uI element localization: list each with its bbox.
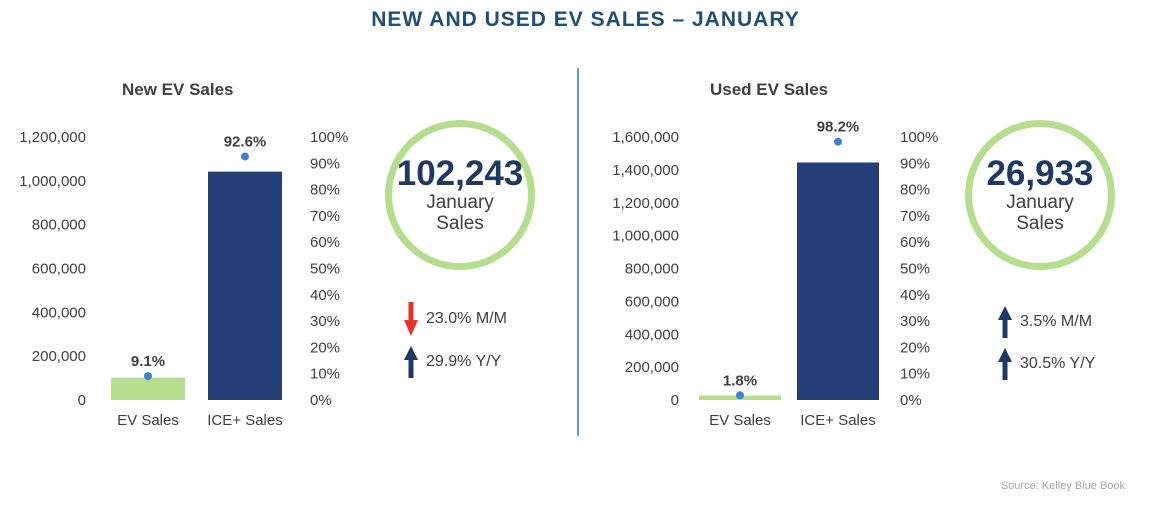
used-ev-yy-stat: 30.5% Y/Y	[998, 348, 1095, 380]
new-secondary-tick-label: 20%	[310, 339, 340, 356]
new-ev-yy-text: 29.9% Y/Y	[426, 353, 502, 370]
new-secondary-tick-label: 60%	[310, 234, 340, 251]
up-arrow-icon	[404, 346, 418, 378]
used-share-point	[834, 137, 842, 146]
used-y-tick-label: 0	[671, 392, 679, 409]
used-category-label: EV Sales	[709, 412, 771, 429]
new-ev-kpi-label-sales: Sales	[436, 213, 484, 234]
used-y-tick-label: 1,000,000	[612, 228, 679, 245]
used-bar-ice	[797, 162, 879, 400]
new-bar-ev	[111, 377, 185, 400]
panel-divider	[577, 68, 579, 436]
new-y-tick-label: 0	[78, 392, 86, 409]
down-arrow-icon	[404, 302, 418, 336]
used-y-tick-label: 1,200,000	[612, 195, 679, 212]
used-secondary-tick-label: 40%	[900, 287, 930, 304]
used-ev-kpi-label-sales: Sales	[1016, 213, 1064, 234]
new-ev-kpi-label-month: January	[426, 192, 494, 213]
used-y-tick-label: 200,000	[625, 359, 679, 376]
new-share-point	[144, 372, 152, 381]
new-ev-yy-stat: 29.9% Y/Y	[404, 346, 501, 378]
new-ev-kpi-value: 102,243	[396, 154, 524, 193]
new-ev-mm-stat: 23.0% M/M	[404, 302, 507, 336]
new-secondary-tick-label: 40%	[310, 287, 340, 304]
used-share-label: 1.8%	[723, 372, 757, 389]
used-secondary-tick-label: 80%	[900, 182, 930, 199]
new-y-tick-label: 600,000	[32, 261, 86, 278]
source-note: Source: Kelley Blue Book	[1000, 480, 1125, 492]
new-bar-ice	[208, 171, 282, 400]
new-secondary-tick-label: 90%	[310, 155, 340, 172]
used-ev-sales-chart: 0 200,000 400,000 600,000 800,000 1,000,000 1,…	[612, 119, 938, 429]
used-ev-kpi-circle: 26,933 January Sales	[965, 120, 1115, 270]
new-secondary-tick-label: 80%	[310, 182, 340, 199]
used-secondary-tick-label: 70%	[900, 208, 930, 225]
new-ev-mm-text: 23.0% M/M	[426, 310, 507, 327]
new-secondary-tick-label: 0%	[310, 392, 332, 409]
new-share-label: 92.6%	[224, 133, 267, 150]
used-ev-kpi-label-month: January	[1006, 192, 1074, 213]
new-secondary-tick-label: 50%	[310, 261, 340, 278]
new-ev-kpi-circle: 102,243 January Sales	[385, 120, 535, 270]
used-secondary-tick-label: 20%	[900, 339, 930, 356]
new-secondary-tick-label: 30%	[310, 313, 340, 330]
used-secondary-tick-label: 100%	[900, 129, 938, 146]
used-secondary-tick-label: 10%	[900, 366, 930, 383]
new-y-tick-label: 400,000	[32, 304, 86, 321]
page-title: NEW AND USED EV SALES – JANUARY	[371, 8, 800, 31]
used-ev-mm-stat: 3.5% M/M	[998, 306, 1092, 338]
used-share-point	[736, 391, 744, 400]
used-secondary-tick-label: 60%	[900, 234, 930, 251]
used-category-label: ICE+ Sales	[800, 412, 875, 429]
used-secondary-tick-label: 90%	[900, 155, 930, 172]
used-y-tick-label: 400,000	[625, 326, 679, 343]
used-ev-chart-title: Used EV Sales	[710, 80, 829, 99]
new-secondary-tick-label: 10%	[310, 366, 340, 383]
new-category-label: ICE+ Sales	[207, 412, 282, 429]
new-ev-chart-title: New EV Sales	[122, 80, 234, 99]
new-secondary-tick-label: 70%	[310, 208, 340, 225]
up-arrow-icon	[998, 348, 1012, 380]
new-share-label: 9.1%	[131, 353, 165, 370]
new-y-tick-label: 800,000	[32, 217, 86, 234]
used-secondary-tick-label: 0%	[900, 392, 922, 409]
used-ev-kpi-value: 26,933	[986, 154, 1094, 193]
new-y-tick-label: 200,000	[32, 348, 86, 365]
used-y-tick-label: 1,600,000	[612, 129, 679, 146]
used-ev-mm-text: 3.5% M/M	[1020, 313, 1093, 330]
used-secondary-tick-label: 50%	[900, 261, 930, 278]
new-ev-sales-chart: 0 200,000 400,000 600,000 800,000 1,000,000 1,…	[19, 129, 348, 429]
used-share-label: 98.2%	[817, 119, 860, 136]
used-secondary-tick-label: 30%	[900, 313, 930, 330]
new-secondary-tick-label: 100%	[310, 129, 348, 146]
used-ev-yy-text: 30.5% Y/Y	[1020, 355, 1096, 372]
new-y-tick-label: 1,000,000	[19, 173, 86, 190]
used-y-tick-label: 800,000	[625, 261, 679, 278]
used-y-tick-label: 600,000	[625, 293, 679, 310]
new-category-label: EV Sales	[117, 412, 179, 429]
used-y-tick-label: 1,400,000	[612, 162, 679, 179]
up-arrow-icon	[998, 306, 1012, 338]
new-y-tick-label: 1,200,000	[19, 129, 86, 146]
new-share-point	[241, 152, 249, 161]
